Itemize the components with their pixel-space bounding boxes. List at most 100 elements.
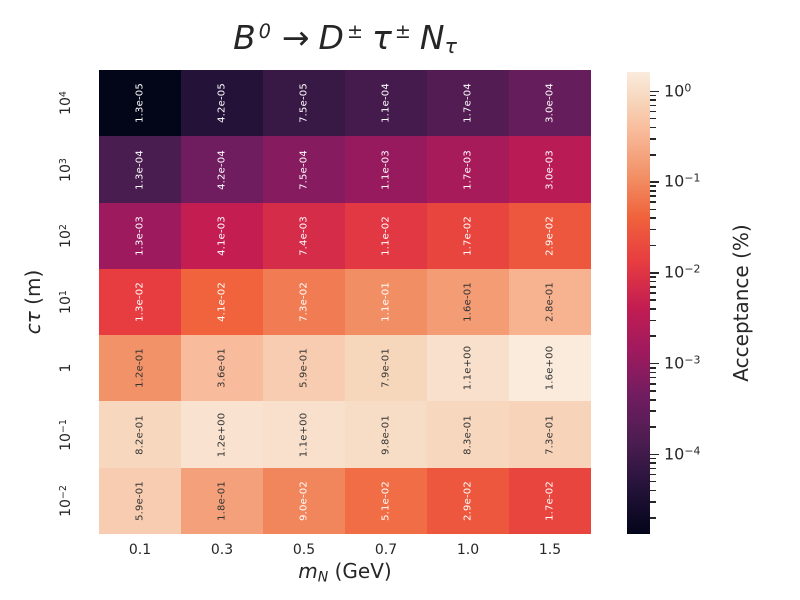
y-tick-base: 10 — [58, 163, 75, 182]
heatmap-cell-value: 1.3e-05 — [134, 83, 146, 123]
heatmap-cell-value: 1.3e-02 — [134, 282, 146, 322]
heatmap-cell-value: 1.1e-02 — [380, 216, 392, 256]
heatmap-cell: 3.6e-01 — [181, 335, 263, 401]
colorbar — [627, 72, 650, 534]
y-tick-label: 10−1 — [58, 419, 74, 451]
title-sub-tau: τ — [444, 34, 457, 59]
colorbar-label: Acceptance (%) — [729, 224, 753, 381]
colorbar-minor-tick — [650, 126, 656, 129]
heatmap-cell-value: 7.9e-01 — [380, 348, 392, 388]
heatmap-cell: 7.5e-04 — [263, 136, 345, 203]
heatmap-cell-value: 4.1e-03 — [216, 216, 228, 256]
colorbar-minor-tick — [650, 276, 656, 278]
y-tick-exponent: 1 — [57, 290, 69, 297]
x-tick-label: 1.5 — [538, 542, 562, 558]
colorbar-minor-tick — [650, 376, 656, 379]
colorbar-minor-tick — [650, 426, 656, 428]
heatmap-cell: 9.8e-01 — [345, 401, 427, 468]
heatmap-cell: 1.6e+00 — [509, 335, 591, 401]
colorbar-major-tick — [650, 181, 659, 183]
heatmap-cell: 1.1e-02 — [345, 203, 427, 269]
heatmap-cell: 1.1e-01 — [345, 269, 427, 335]
heatmap-cell: 1.8e-01 — [181, 468, 263, 534]
heatmap-cell: 3.0e-04 — [509, 70, 591, 136]
heatmap-cell: 3.0e-03 — [509, 136, 591, 203]
colorbar-minor-tick — [650, 467, 656, 470]
colorbar-minor-tick — [650, 244, 656, 247]
heatmap-cell-value: 7.3e-01 — [544, 414, 556, 455]
title-arrow: → — [281, 18, 310, 57]
colorbar-minor-tick — [650, 462, 656, 464]
heatmap-cell: 5.9e-01 — [263, 335, 345, 401]
colorbar-minor-tick — [650, 382, 656, 385]
y-tick-label: 103 — [58, 158, 74, 182]
heatmap-cell: 1.6e-01 — [427, 269, 509, 335]
colorbar-tick-exponent: 0 — [684, 80, 692, 94]
colorbar-tick-base: 10 — [664, 262, 685, 282]
y-tick-base: 10 — [58, 296, 75, 314]
colorbar-major-tick — [650, 453, 659, 456]
heatmap-cell-value: 3.0e-04 — [544, 83, 556, 123]
colorbar-tick-label: 10−1 — [664, 172, 700, 191]
x-axis-label-unit: (GeV) — [328, 558, 392, 583]
y-tick-exponent: 4 — [57, 91, 69, 98]
heatmap-cell-value: 1.6e-01 — [462, 282, 474, 322]
colorbar-tick-base: 10 — [664, 172, 685, 191]
colorbar-tick-exponent: −3 — [684, 353, 701, 367]
heatmap-cell-value: 2.8e-01 — [544, 282, 556, 322]
heatmap-cell-value: 1.1e+00 — [462, 345, 474, 391]
heatmap-cell: 2.9e-02 — [427, 468, 509, 534]
colorbar-label-text: Acceptance (%) — [729, 224, 753, 382]
heatmap-cell-value: 3.0e-03 — [544, 149, 556, 190]
title-particle-tau: τ — [372, 18, 392, 57]
y-tick-exponent: −2 — [57, 485, 69, 500]
heatmap-cell-value: 1.7e-03 — [462, 149, 474, 190]
heatmap-cell: 1.7e-04 — [427, 70, 509, 136]
heatmap-cell: 1.3e-04 — [99, 136, 181, 203]
colorbar-minor-tick — [650, 366, 656, 369]
heatmap-grid: 1.3e-05 4.2e-05 7.5e-05 1.1e-04 1.7e-04 3.0e-… — [99, 70, 591, 534]
heatmap-cell-value: 7.3e-02 — [298, 282, 310, 322]
heatmap-cell: 1.3e-05 — [99, 70, 181, 136]
heatmap-cell-value: 4.2e-04 — [216, 149, 228, 190]
colorbar-tick-base: 10 — [664, 81, 685, 101]
heatmap-cell-value: 1.7e-02 — [462, 216, 474, 256]
colorbar-tick-label: 10−2 — [664, 262, 700, 281]
colorbar-minor-tick — [650, 410, 656, 412]
heatmap-cell-value: 1.1e-04 — [380, 83, 392, 123]
heatmap-cell-value: 5.9e-01 — [298, 348, 310, 388]
heatmap-cell-value: 1.2e-01 — [134, 348, 146, 388]
colorbar-major-tick — [650, 90, 659, 93]
x-tick-label: 1.0 — [456, 542, 480, 558]
heatmap-cell: 4.2e-05 — [181, 70, 263, 136]
y-tick-label: 101 — [58, 290, 74, 314]
heatmap-cell-value: 4.2e-05 — [216, 83, 228, 123]
heatmap-cell: 7.9e-01 — [345, 335, 427, 401]
heatmap-cell: 2.8e-01 — [509, 269, 591, 335]
heatmap-cell: 8.3e-01 — [427, 401, 509, 468]
x-axis-label: mN (GeV) — [298, 559, 391, 586]
x-axis-label-math: m — [298, 558, 318, 583]
heatmap-cell-value: 1.6e+00 — [544, 345, 556, 391]
y-tick-base: 1 — [58, 363, 74, 373]
colorbar-minor-tick — [650, 137, 656, 140]
y-tick-base: 10 — [58, 230, 75, 248]
heatmap-cell-value: 9.8e-01 — [380, 414, 392, 455]
heatmap-cell: 1.1e+00 — [427, 335, 509, 401]
title-particle-B: B — [233, 18, 256, 57]
heatmap-cell: 4.1e-03 — [181, 203, 263, 269]
colorbar-minor-tick — [650, 286, 656, 288]
x-tick-label: 0.5 — [292, 542, 316, 558]
y-tick-base: 10 — [58, 432, 75, 451]
colorbar-minor-tick — [650, 99, 656, 101]
y-tick-exponent: 2 — [57, 224, 69, 231]
colorbar-minor-tick — [650, 517, 656, 519]
title-particle-N: N — [419, 18, 445, 57]
heatmap-cell: 1.7e-02 — [427, 203, 509, 269]
heatmap-cell-value: 1.2e+00 — [216, 412, 228, 457]
colorbar-minor-tick — [650, 94, 656, 97]
heatmap-cell: 2.9e-02 — [509, 203, 591, 269]
chart-title: B 0 → D ± τ ± Nτ — [99, 18, 591, 59]
heatmap-cell-value: 7.4e-03 — [298, 216, 310, 256]
